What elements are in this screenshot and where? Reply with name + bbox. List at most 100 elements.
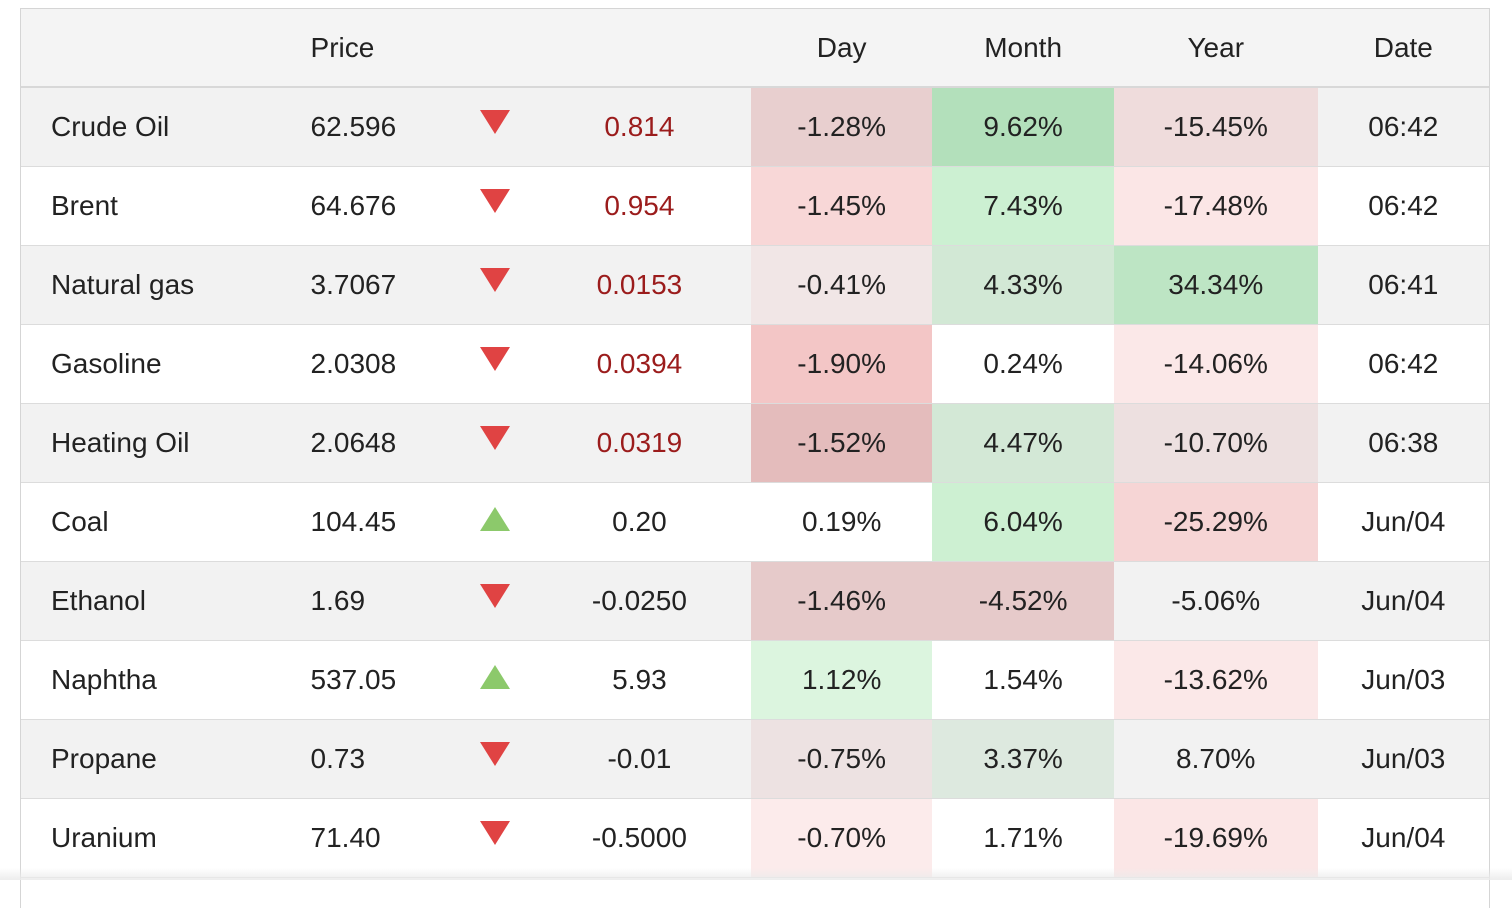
- change-cell: 0.814: [527, 87, 751, 167]
- change-cell: 0.0319: [527, 403, 751, 483]
- date-cell: 06:42: [1317, 166, 1489, 246]
- direction-cell: [463, 403, 528, 483]
- year-pct-cell: -15.45%: [1113, 87, 1318, 167]
- commodity-name-link[interactable]: Naphtha: [21, 640, 281, 720]
- triangle-down-icon: [480, 426, 511, 451]
- commodity-name-link[interactable]: Propane: [21, 719, 281, 799]
- month-pct-cell: 4.33%: [932, 245, 1114, 325]
- direction-cell: [463, 87, 528, 167]
- table-row[interactable]: Uranium 71.40 -0.5000 -0.70% 1.71% -19.69% Jun…: [21, 798, 1489, 878]
- header-change: [527, 9, 751, 88]
- change-cell: 0.0153: [527, 245, 751, 325]
- header-date[interactable]: Date: [1317, 9, 1489, 88]
- commodity-name-link[interactable]: Heating Oil: [21, 403, 281, 483]
- table-row[interactable]: Brent 64.676 0.954 -1.45% 7.43% -17.48% 06:42: [21, 166, 1489, 246]
- commodities-table: Price Day Month Year Date Crude Oil 62.59…: [21, 9, 1489, 878]
- month-pct-cell: 3.37%: [932, 719, 1114, 799]
- commodity-name-link[interactable]: Natural gas: [21, 245, 281, 325]
- direction-cell: [463, 166, 528, 246]
- table-row[interactable]: Propane 0.73 -0.01 -0.75% 3.37% 8.70% Jun/03: [21, 719, 1489, 799]
- table-header: Price Day Month Year Date: [21, 9, 1489, 88]
- change-cell: -0.0250: [527, 561, 751, 641]
- header-day[interactable]: Day: [750, 9, 933, 88]
- commodity-name-link[interactable]: Crude Oil: [21, 87, 281, 167]
- triangle-down-icon: [480, 347, 511, 372]
- change-cell: 5.93: [527, 640, 751, 720]
- table-row[interactable]: Ethanol 1.69 -0.0250 -1.46% -4.52% -5.06% Jun/…: [21, 561, 1489, 641]
- month-pct-cell: 0.24%: [932, 324, 1114, 404]
- year-pct-cell: -25.29%: [1113, 482, 1318, 562]
- year-pct-cell: -13.62%: [1113, 640, 1318, 720]
- date-cell: Jun/04: [1317, 798, 1489, 878]
- day-pct-cell: -1.45%: [750, 166, 933, 246]
- commodities-table-container: Price Day Month Year Date Crude Oil 62.59…: [20, 8, 1490, 908]
- price-cell: 1.69: [280, 561, 464, 641]
- commodity-name-link[interactable]: Brent: [21, 166, 281, 246]
- change-cell: 0.20: [527, 482, 751, 562]
- change-cell: -0.5000: [527, 798, 751, 878]
- price-cell: 3.7067: [280, 245, 464, 325]
- direction-cell: [463, 245, 528, 325]
- month-pct-cell: 6.04%: [932, 482, 1114, 562]
- day-pct-cell: -0.70%: [750, 798, 933, 878]
- direction-cell: [463, 561, 528, 641]
- triangle-down-icon: [480, 189, 511, 214]
- header-name: [21, 9, 281, 88]
- header-month[interactable]: Month: [932, 9, 1114, 88]
- triangle-up-icon: [480, 507, 511, 532]
- day-pct-cell: 1.12%: [750, 640, 933, 720]
- price-cell: 71.40: [280, 798, 464, 878]
- date-cell: Jun/03: [1317, 640, 1489, 720]
- change-cell: 0.0394: [527, 324, 751, 404]
- price-cell: 0.73: [280, 719, 464, 799]
- month-pct-cell: 9.62%: [932, 87, 1114, 167]
- direction-cell: [463, 324, 528, 404]
- price-cell: 104.45: [280, 482, 464, 562]
- commodity-name-link[interactable]: Coal: [21, 482, 281, 562]
- commodity-name-link[interactable]: Uranium: [21, 798, 281, 878]
- table-row[interactable]: Coal 104.45 0.20 0.19% 6.04% -25.29% Jun/04: [21, 482, 1489, 562]
- direction-cell: [463, 482, 528, 562]
- date-cell: Jun/04: [1317, 482, 1489, 562]
- month-pct-cell: 7.43%: [932, 166, 1114, 246]
- header-row: Price Day Month Year Date: [21, 9, 1489, 88]
- year-pct-cell: 34.34%: [1113, 245, 1318, 325]
- price-cell: 2.0648: [280, 403, 464, 483]
- table-row[interactable]: Naphtha 537.05 5.93 1.12% 1.54% -13.62% Jun/03: [21, 640, 1489, 720]
- year-pct-cell: -5.06%: [1113, 561, 1318, 641]
- commodity-name-link[interactable]: Ethanol: [21, 561, 281, 641]
- date-cell: 06:42: [1317, 324, 1489, 404]
- price-cell: 2.0308: [280, 324, 464, 404]
- direction-cell: [463, 640, 528, 720]
- day-pct-cell: 0.19%: [750, 482, 933, 562]
- year-pct-cell: -17.48%: [1113, 166, 1318, 246]
- header-arrow: [463, 9, 528, 88]
- price-cell: 537.05: [280, 640, 464, 720]
- change-cell: 0.954: [527, 166, 751, 246]
- month-pct-cell: 1.54%: [932, 640, 1114, 720]
- triangle-down-icon: [480, 268, 511, 293]
- table-row[interactable]: Crude Oil 62.596 0.814 -1.28% 9.62% -15.45% 06…: [21, 87, 1489, 167]
- year-pct-cell: -19.69%: [1113, 798, 1318, 878]
- date-cell: Jun/04: [1317, 561, 1489, 641]
- table-row[interactable]: Gasoline 2.0308 0.0394 -1.90% 0.24% -14.06% 06…: [21, 324, 1489, 404]
- header-year[interactable]: Year: [1113, 9, 1318, 88]
- triangle-down-icon: [480, 584, 511, 609]
- year-pct-cell: -14.06%: [1113, 324, 1318, 404]
- commodity-name-link[interactable]: Gasoline: [21, 324, 281, 404]
- date-cell: 06:38: [1317, 403, 1489, 483]
- month-pct-cell: 4.47%: [932, 403, 1114, 483]
- day-pct-cell: -1.90%: [750, 324, 933, 404]
- header-price[interactable]: Price: [280, 9, 464, 88]
- date-cell: 06:41: [1317, 245, 1489, 325]
- table-row[interactable]: Heating Oil 2.0648 0.0319 -1.52% 4.47% -10.70…: [21, 403, 1489, 483]
- day-pct-cell: -1.28%: [750, 87, 933, 167]
- table-body: Crude Oil 62.596 0.814 -1.28% 9.62% -15.45% 06…: [21, 87, 1489, 878]
- day-pct-cell: -0.41%: [750, 245, 933, 325]
- table-row[interactable]: Natural gas 3.7067 0.0153 -0.41% 4.33% 34.34%…: [21, 245, 1489, 325]
- triangle-up-icon: [480, 665, 511, 690]
- triangle-down-icon: [480, 742, 511, 767]
- direction-cell: [463, 798, 528, 878]
- bottom-shade: [0, 868, 1512, 880]
- direction-cell: [463, 719, 528, 799]
